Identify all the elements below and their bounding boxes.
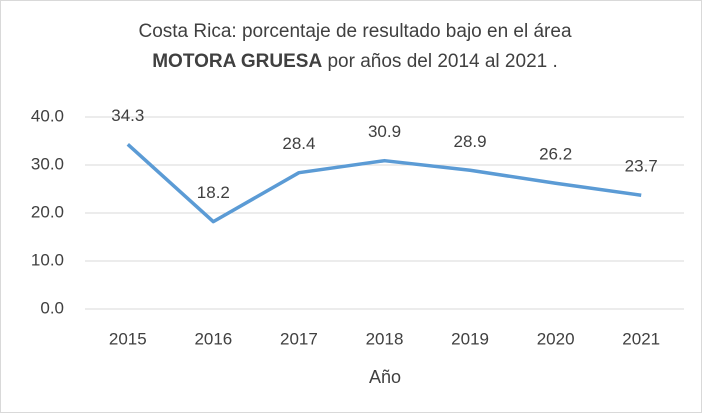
chart-title-line2: MOTORA GRUESA por años del 2014 al 2021 … xyxy=(152,51,558,72)
x-tick-label: 2016 xyxy=(194,329,232,348)
x-tick-label: 2019 xyxy=(451,329,489,348)
data-label: 23.7 xyxy=(625,157,658,176)
y-tick-label: 30.0 xyxy=(31,154,64,173)
data-label: 28.4 xyxy=(282,134,315,153)
data-label: 28.9 xyxy=(454,132,487,151)
x-tick-label: 2021 xyxy=(622,329,660,348)
y-tick-label: 40.0 xyxy=(31,106,64,125)
y-tick-label: 20.0 xyxy=(31,202,64,221)
chart-title-line1: Costa Rica: porcentaje de resultado bajo… xyxy=(138,21,571,42)
x-tick-label: 2018 xyxy=(366,329,404,348)
x-tick-label: 2020 xyxy=(537,329,575,348)
x-tick-label: 2017 xyxy=(280,329,318,348)
x-axis-label: Año xyxy=(369,367,401,387)
data-label: 18.2 xyxy=(197,183,230,202)
data-label: 34.3 xyxy=(111,106,144,125)
y-tick-label: 0.0 xyxy=(40,298,64,317)
chart-title-rest: por años del 2014 al 2021 . xyxy=(327,51,557,72)
y-tick-label: 10.0 xyxy=(31,250,64,269)
data-label: 26.2 xyxy=(539,145,572,164)
chart-title-bold: MOTORA GRUESA xyxy=(152,51,322,72)
x-tick-label: 2015 xyxy=(109,329,147,348)
data-line xyxy=(126,143,642,224)
data-label: 30.9 xyxy=(368,122,401,141)
